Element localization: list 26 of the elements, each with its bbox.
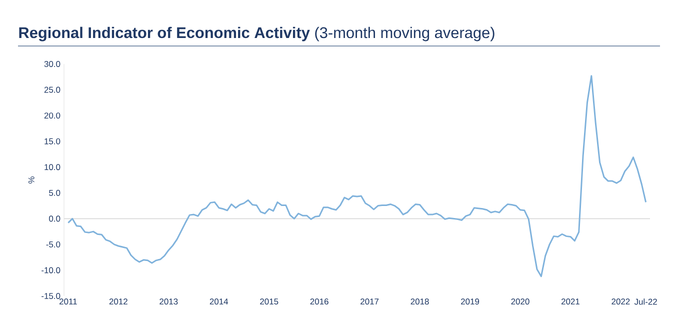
x-tick-label: Jul-22	[634, 298, 657, 305]
y-tick-label: 5.0	[49, 190, 60, 196]
y-tick-label: -15.0	[42, 293, 60, 299]
x-tick-label: 2016	[310, 298, 328, 305]
x-tick-label: 2020	[511, 298, 530, 305]
chart-title: Regional Indicator of Economic Activity (3-month moving average)	[19, 26, 494, 42]
x-tick-label: 2015	[260, 298, 278, 305]
y-tick-label: -10.0	[42, 267, 60, 274]
x-tick-label: 2012	[109, 298, 128, 305]
x-tick-label: 2017	[360, 298, 379, 305]
x-tick-label: 2019	[461, 298, 480, 305]
y-tick-label: 0.0	[49, 216, 60, 222]
y-axis-title: %	[28, 176, 34, 184]
y-tick-label: 10.0	[44, 164, 60, 170]
y-tick-label: 15.0	[44, 138, 60, 144]
x-tick-label: 2018	[410, 298, 429, 305]
x-tick-label: 2014	[210, 298, 228, 305]
x-tick-label: 2021	[561, 298, 580, 305]
x-tick-label: 2013	[160, 298, 178, 305]
line-series	[67, 75, 647, 278]
y-tick-label: 20.0	[44, 112, 60, 119]
y-tick-label: 30.0	[44, 61, 60, 67]
y-tick-label: -5.0	[46, 241, 60, 248]
x-tick-label: 2011	[60, 298, 77, 305]
y-tick-label: 25.0	[44, 86, 60, 93]
x-tick-label: 2022	[612, 298, 630, 305]
